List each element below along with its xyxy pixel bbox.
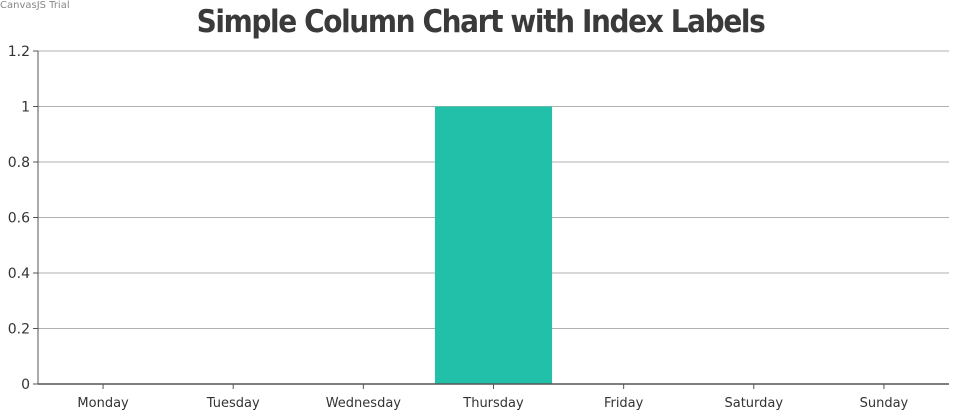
chart-title: Simple Column Chart with Index Labels — [196, 3, 766, 41]
x-tick-label: Friday — [604, 396, 644, 411]
trial-watermark: CanvasJS Trial — [0, 0, 70, 11]
x-tick-label: Wednesday — [326, 396, 402, 411]
axes — [33, 50, 949, 389]
y-tick-label: 0.2 — [8, 322, 30, 338]
x-tick-label: Sunday — [860, 396, 909, 411]
bar-thursday — [434, 106, 553, 384]
x-tick-label: Saturday — [724, 396, 783, 411]
y-tick-labels: 0 0.2 0.4 0.6 0.8 1 1.2 — [8, 44, 30, 393]
x-tick-label: Thursday — [462, 396, 524, 411]
bars — [434, 106, 553, 384]
y-tick-label: 0 — [21, 377, 30, 393]
x-tick-label: Tuesday — [206, 396, 260, 411]
y-tick-label: 0.4 — [8, 266, 30, 282]
y-tick-label: 1.2 — [8, 44, 30, 60]
y-tick-label: 0.6 — [8, 211, 30, 227]
x-tick-label: Monday — [77, 396, 129, 411]
x-tick-labels: Monday Tuesday Wednesday Thursday Friday Satu… — [77, 396, 908, 411]
y-tick-label: 0.8 — [8, 155, 30, 171]
y-tick-label: 1 — [21, 100, 30, 116]
